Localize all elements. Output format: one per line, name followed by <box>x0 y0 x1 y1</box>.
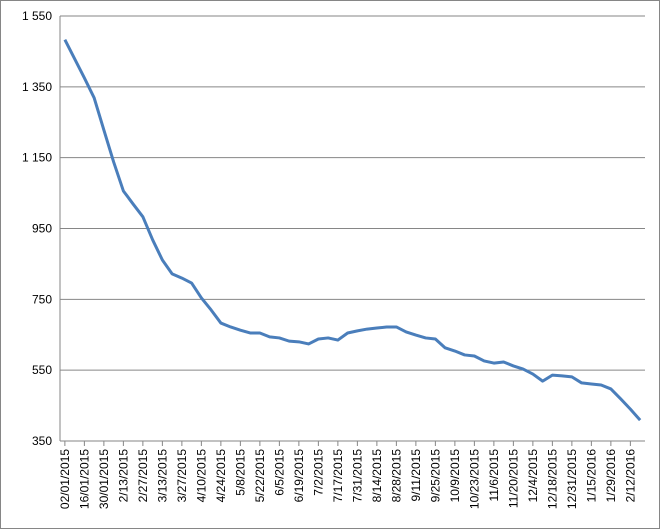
y-tick-label: 1 350 <box>22 80 52 94</box>
x-tick-label: 7/2/2015 <box>311 449 325 496</box>
x-tick-label: 10/23/2015 <box>467 449 481 509</box>
x-tick-label: 6/5/2015 <box>272 449 286 496</box>
x-tick-label: 11/20/2015 <box>506 449 520 508</box>
x-tick-label: 8/28/2015 <box>389 449 403 503</box>
x-tick-label: 3/27/2015 <box>175 449 189 503</box>
x-tick-label: 2/27/2015 <box>136 449 150 503</box>
x-tick-label: 16/01/2015 <box>77 449 91 509</box>
x-tick-label: 12/18/2015 <box>545 449 559 509</box>
data-line <box>63 39 642 422</box>
x-tick-label: 7/17/2015 <box>331 449 345 503</box>
y-tick-label: 1 150 <box>22 151 52 165</box>
x-tick-label: 02/01/2015 <box>58 449 72 509</box>
x-tick-label: 3/13/2015 <box>155 449 169 503</box>
y-tick-label: 550 <box>32 363 52 377</box>
x-tick-label: 4/10/2015 <box>194 449 208 503</box>
x-tick-label: 5/22/2015 <box>253 449 267 503</box>
x-tick-label: 2/12/2016 <box>623 449 637 503</box>
x-tick-label: 8/14/2015 <box>370 449 384 503</box>
x-tick-label: 7/31/2015 <box>350 449 364 503</box>
x-tick-label: 11/6/2015 <box>487 449 501 502</box>
y-tick-label: 350 <box>32 434 52 448</box>
x-tick-label: 1/29/2016 <box>604 449 618 503</box>
y-tick-label: 1 550 <box>22 9 52 23</box>
x-tick-label: 9/25/2015 <box>428 449 442 503</box>
y-tick-label: 750 <box>32 292 52 306</box>
x-tick-label: 12/31/2015 <box>565 449 579 509</box>
x-tick-label: 10/9/2015 <box>448 449 462 503</box>
x-tick-label: 6/19/2015 <box>292 449 306 503</box>
x-tick-label: 5/8/2015 <box>233 449 247 496</box>
x-tick-label: 2/13/2015 <box>116 449 130 503</box>
y-tick-label: 950 <box>32 222 52 236</box>
x-tick-label: 12/4/2015 <box>526 449 540 503</box>
x-tick-label: 9/11/2015 <box>409 449 423 502</box>
x-tick-label: 30/01/2015 <box>97 449 111 509</box>
x-tick-label: 1/15/2016 <box>584 449 598 503</box>
x-tick-label: 4/24/2015 <box>214 449 228 503</box>
